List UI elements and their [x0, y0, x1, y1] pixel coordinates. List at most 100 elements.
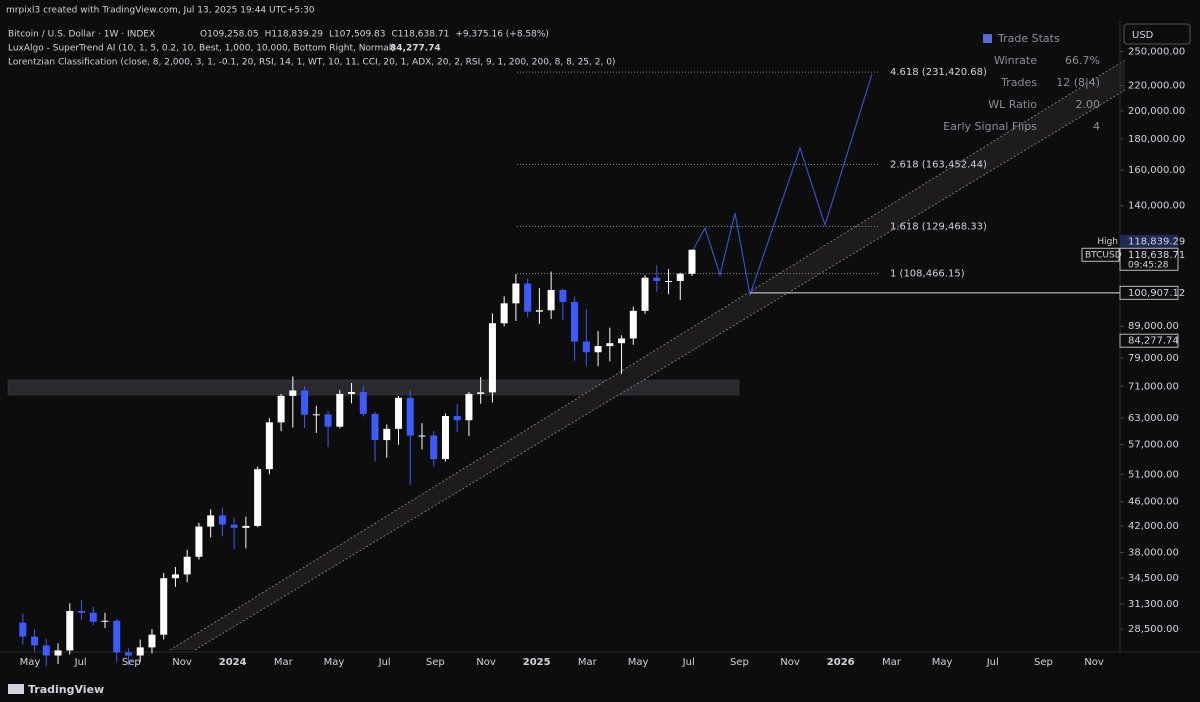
- x-tick-label: May: [20, 657, 41, 668]
- indicator: LuxAlgo - SuperTrend AI (10, 1, 5, 0.2, …: [8, 44, 395, 54]
- level-label: 1.618 (129,468.33): [890, 222, 987, 233]
- x-tick-label: May: [932, 657, 953, 668]
- y-tick-label: 180,000.00: [1128, 134, 1185, 145]
- candle-body: [359, 391, 367, 414]
- price-tag: [1119, 247, 1179, 271]
- candle-body: [676, 273, 684, 281]
- candle-body: [571, 301, 579, 342]
- y-tick-label: 63,000.00: [1128, 413, 1179, 424]
- stat-value: 12 (8|4): [1056, 76, 1100, 89]
- candle-body: [78, 611, 86, 613]
- candle-body: [54, 650, 62, 656]
- candle-body: [301, 390, 309, 415]
- x-tick-label: Jul: [378, 657, 391, 668]
- price-tag-label: 118,839.29: [1128, 236, 1185, 247]
- candle-body: [195, 526, 203, 557]
- candle-body: [395, 397, 402, 429]
- price-tag-label: 84,277.74: [1128, 336, 1179, 347]
- x-tick-label: Sep: [730, 657, 749, 668]
- x-tick-label: Nov: [172, 657, 192, 668]
- candle-body: [559, 289, 567, 302]
- ohlc-value: H118,839.29: [265, 30, 324, 40]
- candle-body: [183, 556, 191, 575]
- level-label: 1 (108,466.15): [890, 269, 965, 280]
- candle-body: [254, 469, 262, 526]
- x-tick-label: Jul: [74, 657, 87, 668]
- ohlc-value: +9,375.16 (+8.58%): [455, 30, 549, 40]
- y-tick-label: 51,000.00: [1128, 469, 1179, 480]
- candle-body: [124, 652, 132, 656]
- candle-body: [101, 620, 109, 622]
- currency[interactable]: USD: [1132, 30, 1154, 41]
- candle-body: [477, 392, 485, 394]
- y-tick-label: 79,000.00: [1128, 353, 1179, 364]
- y-tick-label: 220,000.00: [1128, 81, 1185, 92]
- candle-body: [629, 310, 637, 339]
- logo: [8, 684, 24, 694]
- candle-body: [31, 636, 39, 646]
- candle-body: [453, 415, 461, 421]
- candle-body: [653, 277, 661, 281]
- candle-body: [406, 397, 414, 436]
- ohlc-value: L107,509.83: [329, 30, 386, 40]
- tag-name-box: [1081, 247, 1120, 262]
- channel-line: [169, 59, 1126, 651]
- currency-box[interactable]: [1123, 23, 1191, 45]
- y-tick-label: 57,000.00: [1128, 440, 1179, 451]
- ohlc-value: O109,258.05: [200, 30, 259, 40]
- stat-label: Early Signal Flips: [943, 120, 1037, 133]
- y-tick-label: 71,000.00: [1128, 381, 1179, 392]
- chart-title: Bitcoin / U.S. Dollar · 1W · INDEX: [8, 30, 155, 40]
- stat-value: 66.7%: [1065, 54, 1100, 67]
- x-tick-label: 2026: [827, 657, 855, 668]
- candle-body: [289, 390, 297, 396]
- candle-body: [242, 525, 250, 528]
- candle-body: [89, 612, 97, 622]
- price-tag-label: 100,907.12: [1128, 288, 1185, 299]
- candle-body: [441, 415, 449, 460]
- y-tick-label: 42,000.00: [1128, 521, 1179, 532]
- candle-body: [136, 647, 144, 656]
- candle-body: [500, 303, 508, 324]
- indicator-value: 84,277.74: [390, 44, 441, 54]
- y-tick-label: 28,500.00: [1128, 624, 1179, 635]
- y-tick-label: 160,000.00: [1128, 165, 1185, 176]
- channel-line: [194, 89, 1126, 651]
- price-tag: [1120, 234, 1178, 248]
- candle-body: [336, 393, 344, 427]
- stat-label: Winrate: [994, 54, 1037, 67]
- x-tick-label: Jul: [682, 657, 695, 668]
- candle-body: [430, 435, 438, 460]
- stats-icon: [983, 34, 992, 43]
- candle-body: [383, 428, 391, 441]
- x-tick-label: Jul: [986, 657, 999, 668]
- x-tick-label: Nov: [1084, 657, 1104, 668]
- x-tick-label: Nov: [476, 657, 496, 668]
- candle-body: [465, 393, 473, 421]
- candle-body: [160, 578, 168, 635]
- candle-body: [19, 622, 27, 637]
- stats-title: Trade Stats: [997, 32, 1060, 45]
- candle-body: [230, 524, 238, 528]
- x-tick-label: 2024: [219, 657, 247, 668]
- candle-body: [113, 620, 121, 653]
- candle-body: [418, 435, 426, 437]
- candle-body: [207, 515, 215, 527]
- y-tick-label: 31,300.00: [1128, 599, 1179, 610]
- stat-label: WL Ratio: [988, 98, 1037, 111]
- candle-body: [265, 422, 273, 470]
- x-tick-label: Mar: [274, 657, 294, 668]
- candle-body: [688, 249, 696, 274]
- candle-body: [488, 323, 496, 393]
- zone: [7, 379, 740, 396]
- price-tag: [1119, 285, 1179, 300]
- projection: [691, 73, 873, 298]
- y-tick-label: 200,000.00: [1128, 106, 1185, 117]
- y-tick-label: 34,500.00: [1128, 573, 1179, 584]
- tag-time: 09:45:28: [1128, 260, 1169, 270]
- candle-body: [218, 515, 226, 525]
- footer: TradingView: [28, 683, 104, 696]
- level-label: 2.618 (163,452.44): [890, 160, 987, 171]
- x-tick-label: Sep: [122, 657, 141, 668]
- y-tick-label: 140,000.00: [1128, 201, 1185, 212]
